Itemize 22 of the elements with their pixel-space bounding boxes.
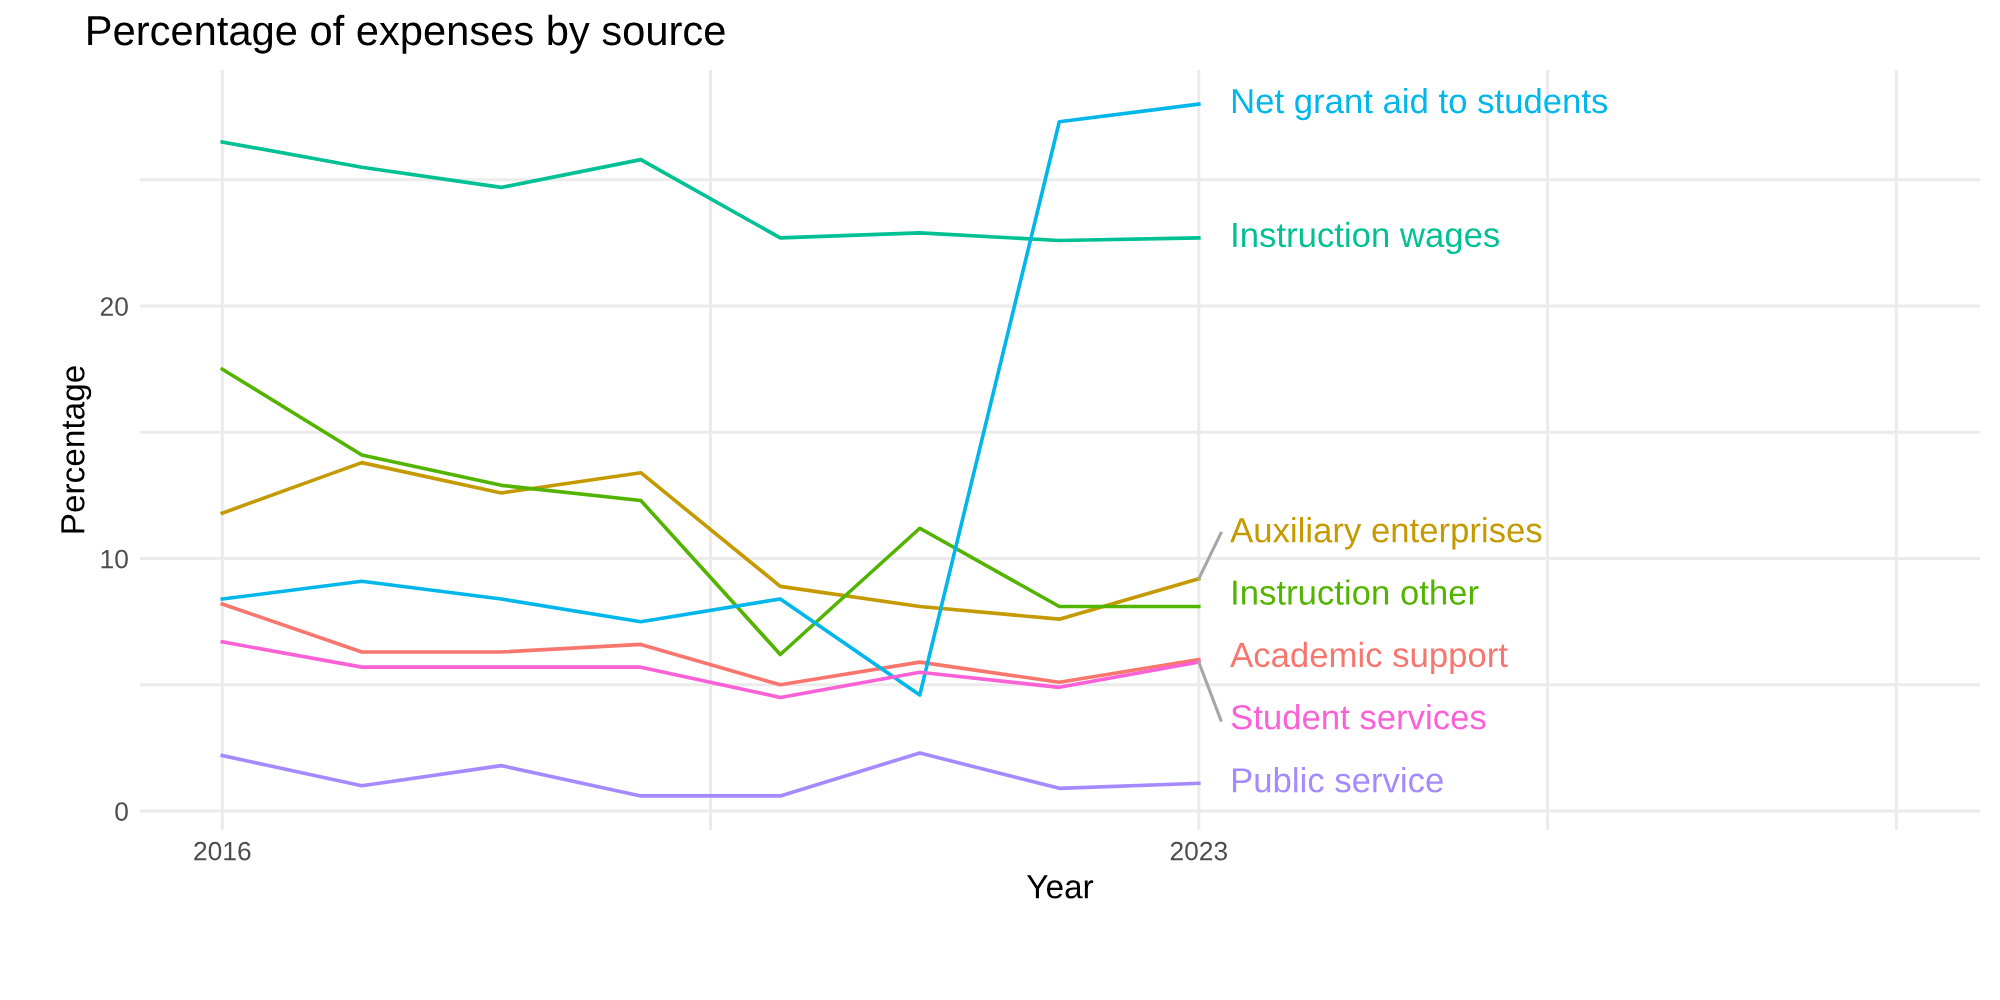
x-tick-label: 2016 [194,841,251,861]
series-label: Public service [1232,767,1443,793]
series-label: Auxiliary enterprises [1230,517,1542,550]
series-label: Instruction wages [1233,221,1500,255]
x-tick-label: 2023 [1170,841,1227,861]
line-series [220,640,1201,700]
line-series [220,751,1201,798]
x-axis-title: Year [1027,875,1094,899]
line-series [220,367,1201,657]
line-series [220,602,1201,687]
y-tick-label: 20 [100,297,128,316]
line-series [220,140,1201,243]
line-series [220,460,1201,621]
series-label: Academic support [1230,641,1508,675]
y-tick-label: 0 [115,802,128,821]
chart-title: Percentage of expenses by source [88,14,725,54]
line-series [220,102,1201,697]
series-label: Instruction other [1233,579,1479,605]
y-axis-title: Percentage [61,366,92,533]
series-label: Net grant aid to students [1232,87,1608,121]
y-tick-label: 10 [101,549,128,569]
series-label: Student services [1231,704,1486,730]
